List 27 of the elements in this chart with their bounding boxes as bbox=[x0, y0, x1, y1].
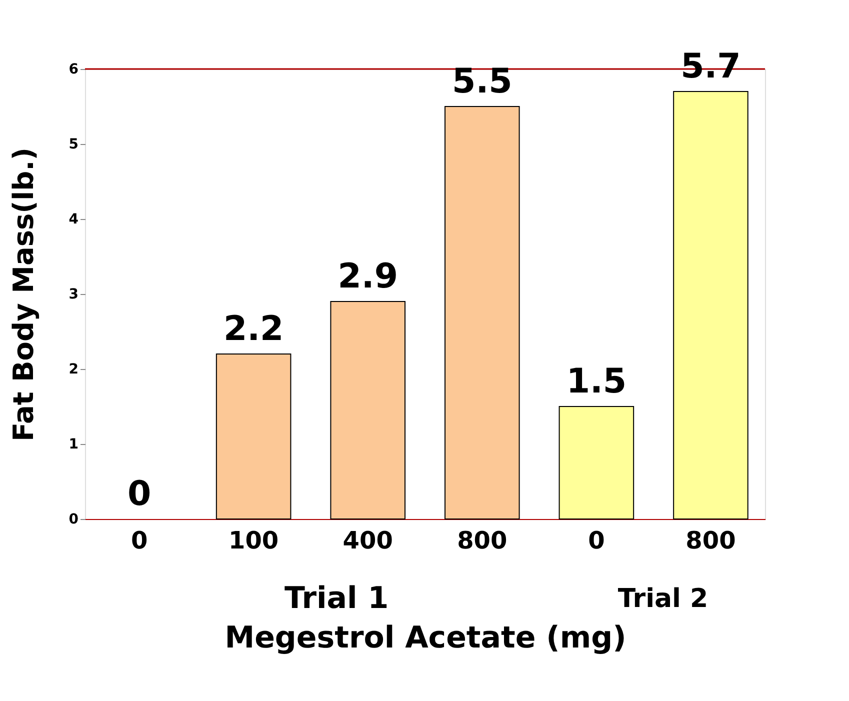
x-tick-label: 0 bbox=[588, 526, 605, 554]
y-tick-label: 6 bbox=[68, 62, 78, 78]
data-label: 2.9 bbox=[338, 256, 398, 296]
y-tick-label: 1 bbox=[68, 436, 78, 452]
x-tick-label: 0 bbox=[130, 526, 148, 554]
x-tick-label: 800 bbox=[457, 526, 508, 554]
bar bbox=[330, 301, 406, 520]
bar bbox=[216, 354, 292, 520]
text: Trial 2 bbox=[618, 584, 708, 614]
y-tick-label: 4 bbox=[68, 212, 79, 228]
x-tick-label: 400 bbox=[342, 526, 393, 554]
bar bbox=[444, 106, 520, 520]
y-tick-label: 2 bbox=[68, 362, 78, 378]
data-label: 0 bbox=[127, 474, 152, 514]
data-label: 5.5 bbox=[452, 62, 512, 102]
y-tick-label: 5 bbox=[68, 136, 78, 152]
bar bbox=[673, 91, 748, 520]
x-axis-title: Megestrol Acetate (mg) bbox=[224, 620, 626, 656]
y-tick-label: 3 bbox=[68, 286, 78, 302]
y-tick-label: 0 bbox=[68, 512, 79, 528]
bar bbox=[558, 406, 634, 520]
data-label: 1.5 bbox=[566, 362, 627, 402]
text: Trial 1 bbox=[284, 581, 389, 616]
y-axis-title: Fat Body Mass(lb.) bbox=[6, 147, 40, 442]
data-label: 2.2 bbox=[223, 309, 284, 349]
x-tick-label: 800 bbox=[686, 526, 736, 554]
x-tick-label: 100 bbox=[228, 526, 279, 554]
